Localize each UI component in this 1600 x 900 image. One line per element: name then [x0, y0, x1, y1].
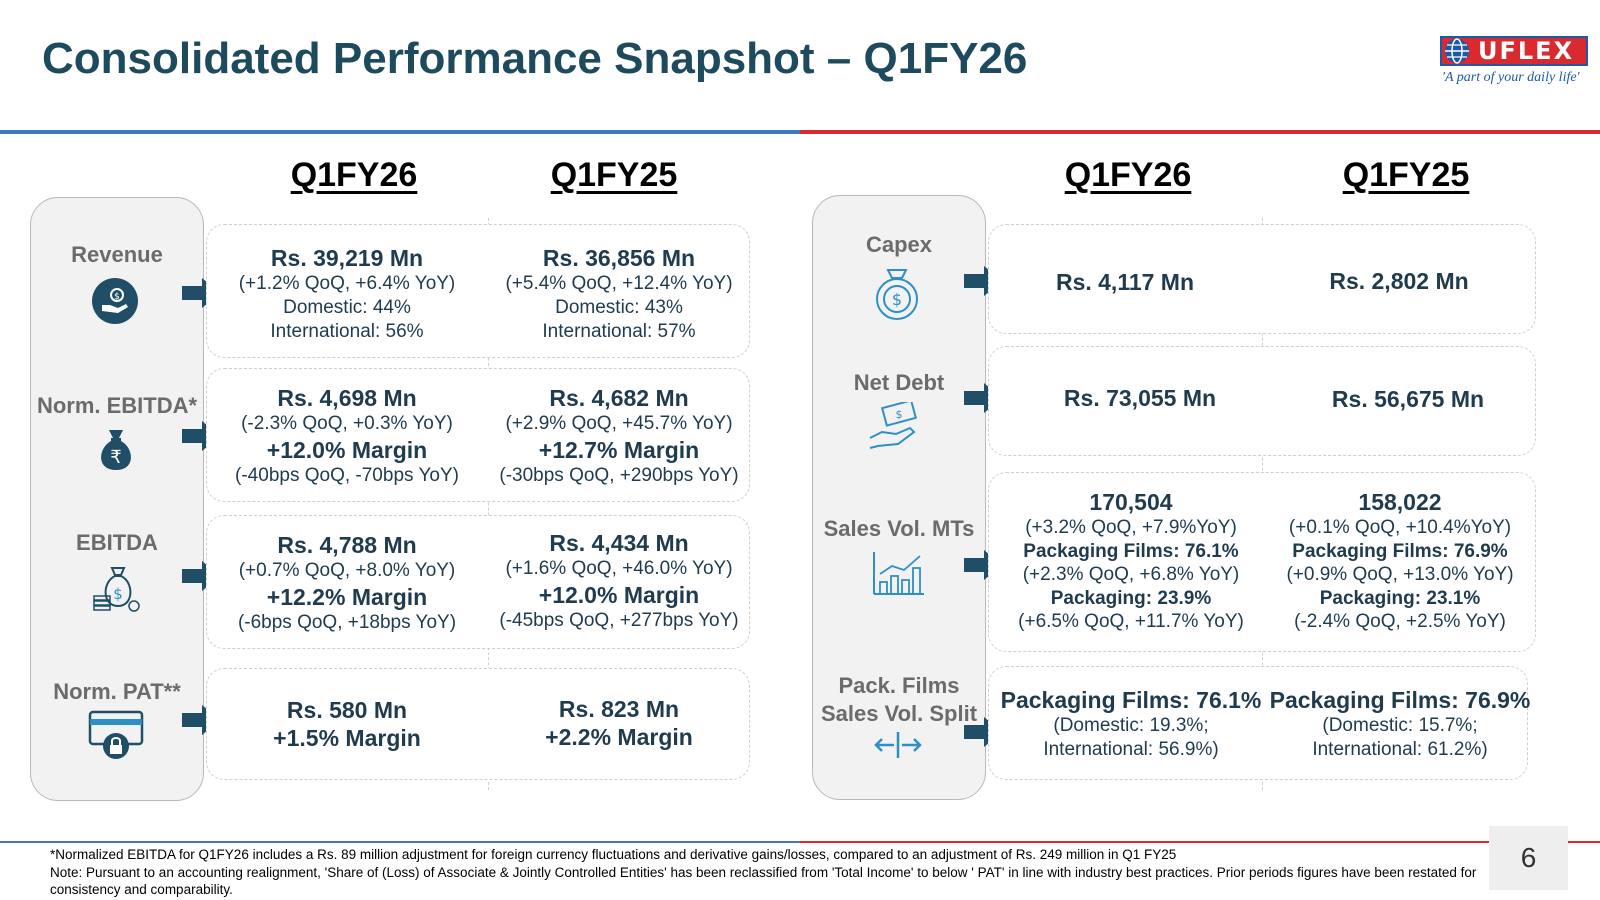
footnote-note: Note: Pursuant to an accounting realignm… [50, 864, 1477, 898]
capex-q1fy25: Rs. 2,802 Mn [1329, 268, 1469, 294]
svg-text:$: $ [113, 585, 123, 603]
right-metric-sidebar [812, 195, 986, 800]
left-header-q1fy25: Q1FY25 [550, 156, 678, 194]
sales-vol-card [988, 472, 1536, 652]
svg-text:$: $ [114, 292, 120, 302]
bar-chart-icon [873, 552, 924, 595]
logo-tagline: 'A part of your daily life' [1442, 70, 1580, 85]
ebitda-label: EBITDA [76, 530, 158, 555]
cash-hand-icon: $ [869, 402, 918, 449]
norm-ebitda-label: Norm. EBITDA* [36, 393, 198, 418]
footnote-ebitda: *Normalized EBITDA for Q1FY26 includes a… [50, 847, 1177, 862]
sales-vol-q1fy25: 158,022 (+0.1% QoQ, +10.4%YoY) Packaging… [1286, 489, 1514, 632]
globe-icon [1445, 38, 1469, 64]
pack-films-split-label: Pack. Films Sales Vol. Split [820, 673, 978, 726]
capex-q1fy26: Rs. 4,117 Mn [1055, 269, 1195, 295]
svg-text:$: $ [892, 290, 902, 309]
right-header-q1fy26: Q1FY26 [1064, 156, 1192, 194]
money-bag-icon: $ [93, 567, 140, 612]
norm-ebitda-q1fy26: Rs. 4,698 Mn (-2.3% QoQ, +0.3% YoY) +12.… [235, 385, 459, 486]
page-number: 6 [1489, 826, 1568, 890]
left-column-divider [488, 218, 489, 790]
right-header-q1fy25: Q1FY25 [1342, 156, 1470, 194]
revenue-card [206, 224, 750, 358]
svg-text:$: $ [896, 408, 903, 421]
pack-films-split-q1fy25: Packaging Films: 76.9% (Domestic: 15.7%;… [1269, 687, 1531, 760]
pack-films-split-card [988, 666, 1528, 780]
ebitda-q1fy26: Rs. 4,788 Mn (+0.7% QoQ, +8.0% YoY) +12.… [237, 532, 457, 633]
dollar-target-icon: $ [876, 269, 918, 320]
norm-ebitda-card [206, 368, 750, 502]
net-debt-label: Net Debt [853, 370, 945, 395]
sales-vol-label: Sales Vol. MTs [823, 516, 975, 541]
pack-films-split-q1fy26: Packaging Films: 76.1% (Domestic: 19.3%;… [1000, 687, 1262, 760]
footnotes: *Normalized EBITDA for Q1FY26 includes a… [50, 846, 1480, 899]
uflex-logo: UFLEX 'A part of your daily life' [1440, 34, 1590, 90]
header-rule [0, 130, 1600, 134]
footer-rule [0, 841, 1600, 843]
hand-coin-icon: $ [92, 278, 138, 324]
norm-pat-q1fy26: Rs. 580 Mn +1.5% Margin [273, 697, 421, 751]
norm-ebitda-q1fy25: Rs. 4,682 Mn (+2.9% QoQ, +45.7% YoY) +12… [499, 385, 739, 486]
capex-card [988, 224, 1536, 334]
logo-brand: UFLEX [1478, 37, 1575, 65]
norm-pat-label: Norm. PAT** [53, 679, 181, 704]
net-debt-q1fy26: Rs. 73,055 Mn [1063, 385, 1217, 411]
capex-label: Capex [865, 232, 933, 257]
ebitda-q1fy25: Rs. 4,434 Mn (+1.6% QoQ, +46.0% YoY) +12… [499, 530, 739, 631]
card-lock-icon [88, 710, 144, 759]
net-debt-q1fy25: Rs. 56,675 Mn [1331, 386, 1485, 412]
norm-pat-card [206, 668, 750, 780]
sales-vol-q1fy26: 170,504 (+3.2% QoQ, +7.9%YoY) Packaging … [1018, 489, 1244, 632]
left-header-q1fy26: Q1FY26 [290, 156, 418, 194]
split-arrows-icon [874, 732, 922, 758]
norm-pat-q1fy25: Rs. 823 Mn +2.2% Margin [545, 696, 693, 750]
revenue-q1fy26: Rs. 39,219 Mn (+1.2% QoQ, +6.4% YoY) Dom… [238, 245, 456, 342]
ebitda-card [206, 515, 750, 649]
revenue-label: Revenue [71, 242, 163, 267]
page-title: Consolidated Performance Snapshot – Q1FY… [42, 34, 1028, 83]
revenue-q1fy25: Rs. 36,856 Mn (+5.4% QoQ, +12.4% YoY) Do… [505, 245, 733, 342]
svg-text:₹: ₹ [110, 447, 121, 468]
rupee-bag-icon: ₹ [101, 430, 131, 470]
net-debt-card [988, 346, 1536, 456]
